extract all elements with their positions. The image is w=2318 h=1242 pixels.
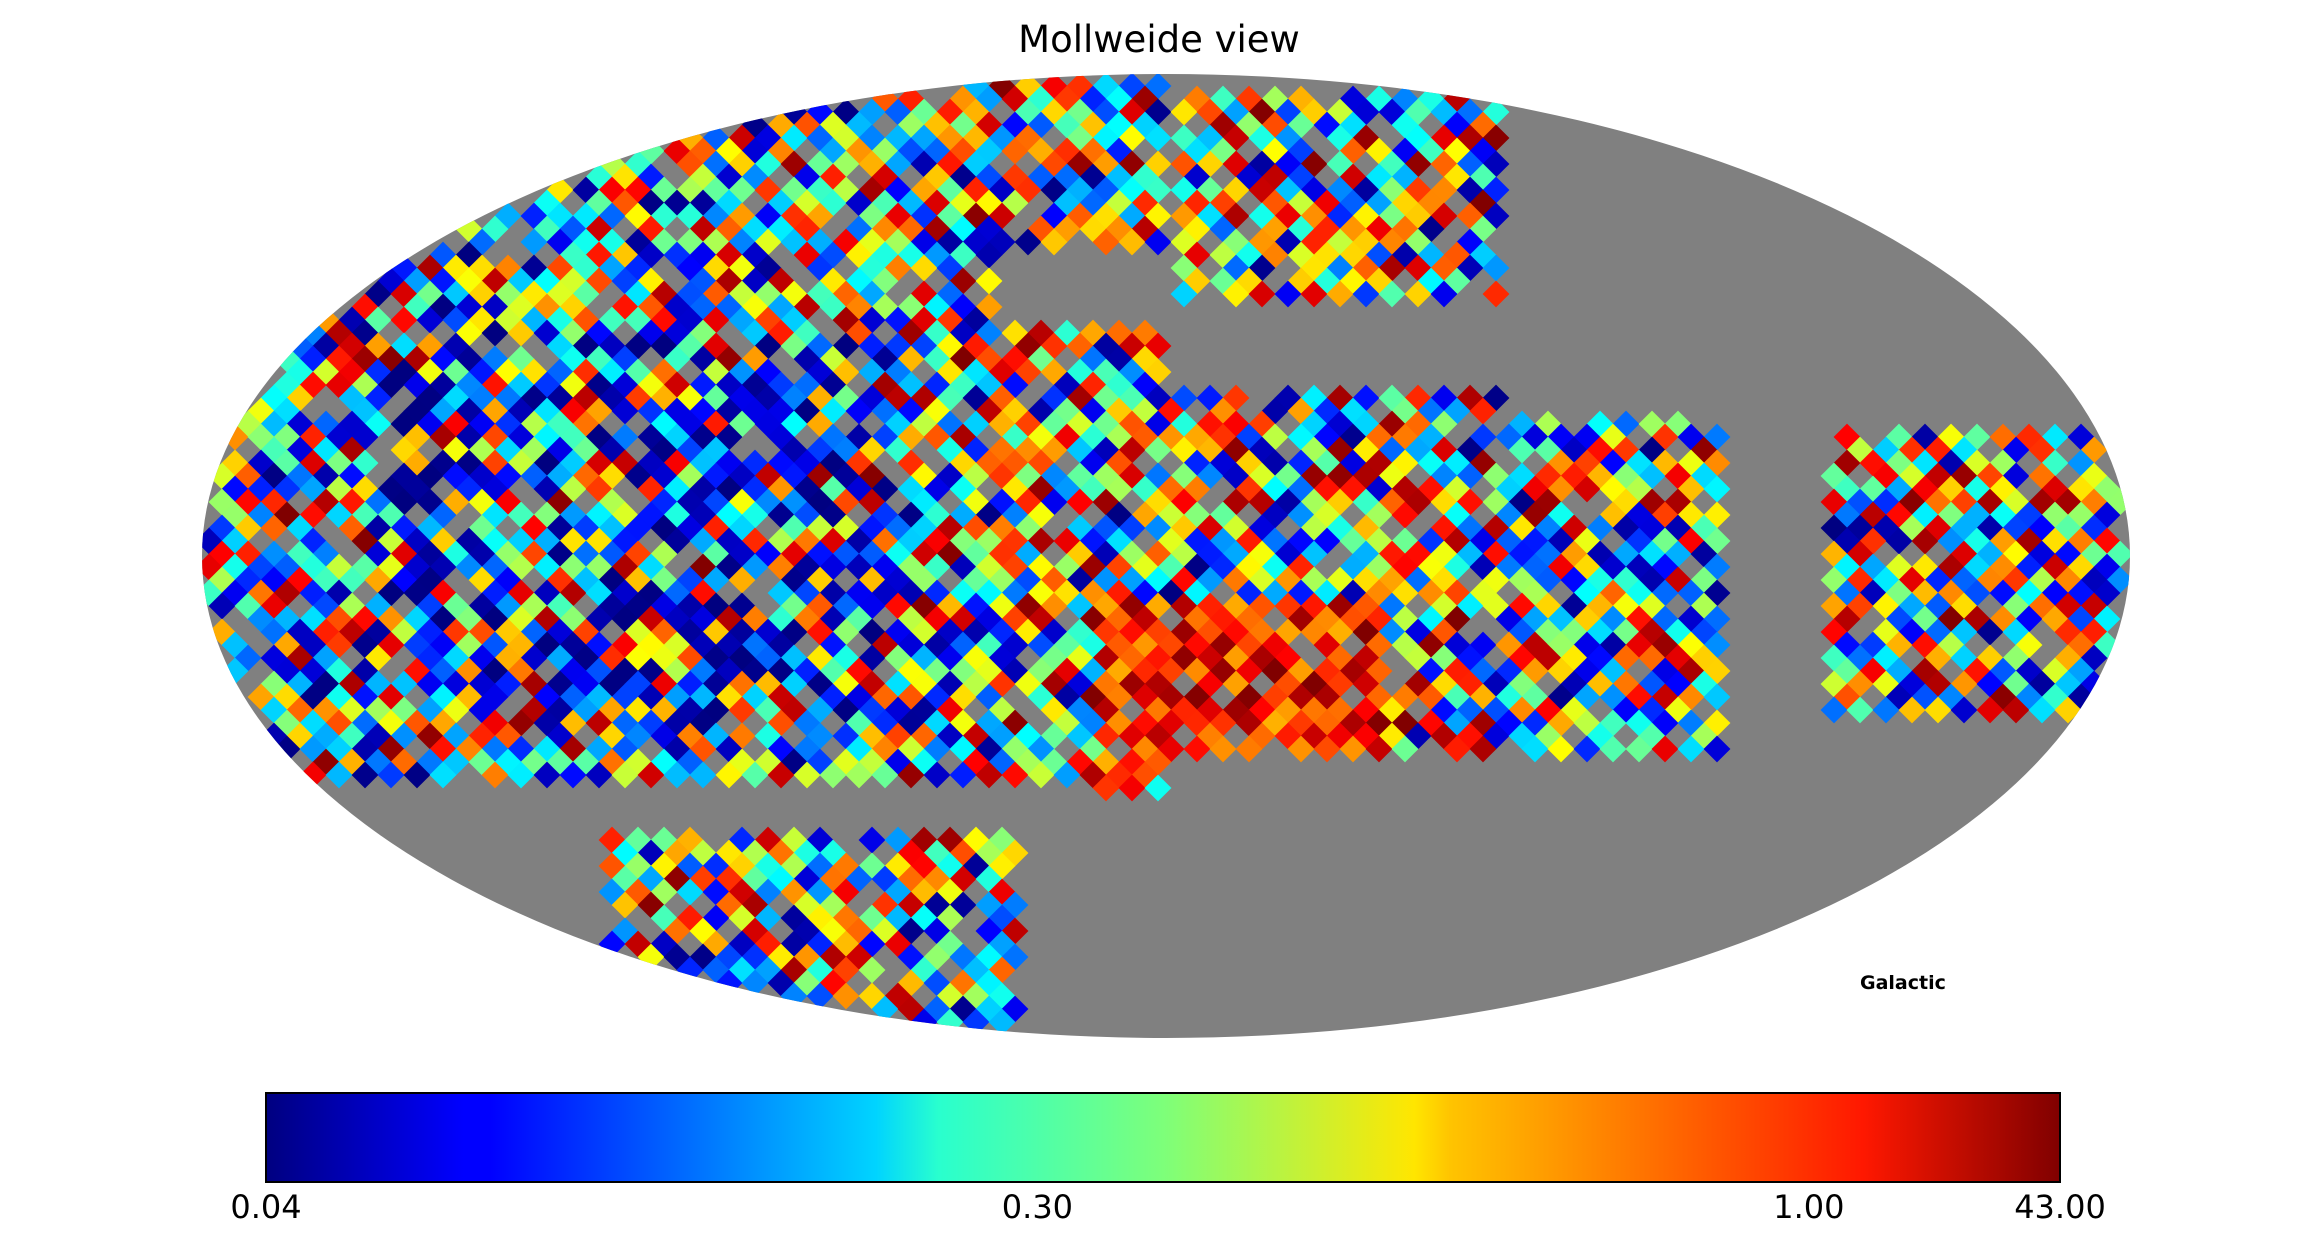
healpix-pixel [897,761,925,789]
healpix-pixel [2002,696,2030,724]
healpix-pixel [793,761,821,789]
chart-title: Mollweide view [1018,18,1300,61]
coordinate-system-label: Galactic [1860,972,1946,994]
healpix-pixel [1521,735,1549,763]
healpix-pixel [858,956,886,984]
healpix-pixel [1703,683,1731,711]
healpix-pixel [637,761,665,789]
healpix-pixel [923,761,951,789]
colorbar-tick-label: 0.04 [230,1188,302,1226]
healpix-pixel [806,982,834,1010]
healpix-pixel [611,891,639,919]
healpix-pixel [1547,735,1575,763]
healpix-pixel [663,761,691,789]
colorbar-tick-label: 1.00 [1773,1188,1845,1226]
healpix-pixel [1391,735,1419,763]
healpix-pixel [845,761,873,789]
healpix-pixel [741,761,769,789]
healpix-pixel [1924,696,1952,724]
healpix-pixel [1703,735,1731,763]
healpix-pixel [741,969,769,997]
healpix-pixel [1469,735,1497,763]
healpix-pixel [559,761,587,789]
healpix-pixel [1235,735,1263,763]
healpix-pixel [1144,774,1172,802]
healpix-pixel [1118,774,1146,802]
healpix-pixel [1950,696,1978,724]
healpix-pixel [676,878,704,906]
healpix-pixel [1339,735,1367,763]
healpix-pixels [202,74,2130,1036]
healpix-pixel [1092,774,1120,802]
healpix-pixel [1885,527,1913,555]
healpix-pixel [988,1008,1016,1036]
healpix-pixel [2028,696,2056,724]
healpix-pixel [1976,696,2004,724]
healpix-pixel [1625,735,1653,763]
colorbar-tick-label: 43.00 [2014,1188,2106,1226]
healpix-pixel [728,696,756,724]
healpix-pixel [871,995,899,1023]
healpix-pixel [1183,735,1211,763]
healpix-pixel [1365,735,1393,763]
healpix-pixel [1313,735,1341,763]
healpix-pixel [728,566,756,594]
healpix-pixel [1027,761,1055,789]
healpix-pixel [1677,735,1705,763]
healpix-pixel [949,761,977,789]
healpix-pixel [1898,696,1926,724]
healpix-pixel [975,761,1003,789]
healpix-pixel [1001,761,1029,789]
healpix-pixel [1846,696,1874,724]
healpix-pixel [1976,618,2004,646]
healpix-pixel [533,761,561,789]
healpix-pixel [819,761,847,789]
healpix-pixel [689,761,717,789]
healpix-pixel [1651,735,1679,763]
healpix-pixel [2054,696,2082,724]
healpix-pixel [1287,735,1315,763]
healpix-pixel [1820,696,1848,724]
healpix-pixel [871,761,899,789]
healpix-pixel [611,761,639,789]
healpix-pixel [585,761,613,789]
healpix-pixel [767,761,795,789]
healpix-pixel [1443,735,1471,763]
healpix-pixel [1911,527,1939,555]
healpix-pixel [1209,735,1237,763]
colorbar-tick-label: 0.30 [1001,1188,1074,1226]
healpix-pixel [715,761,743,789]
healpix-pixel [1872,696,1900,724]
healpix-pixel [1053,761,1081,789]
healpix-pixel [1573,735,1601,763]
healpix-pixel [1599,735,1627,763]
healpix-pixel [858,826,886,854]
healpix-pixel [832,982,860,1010]
